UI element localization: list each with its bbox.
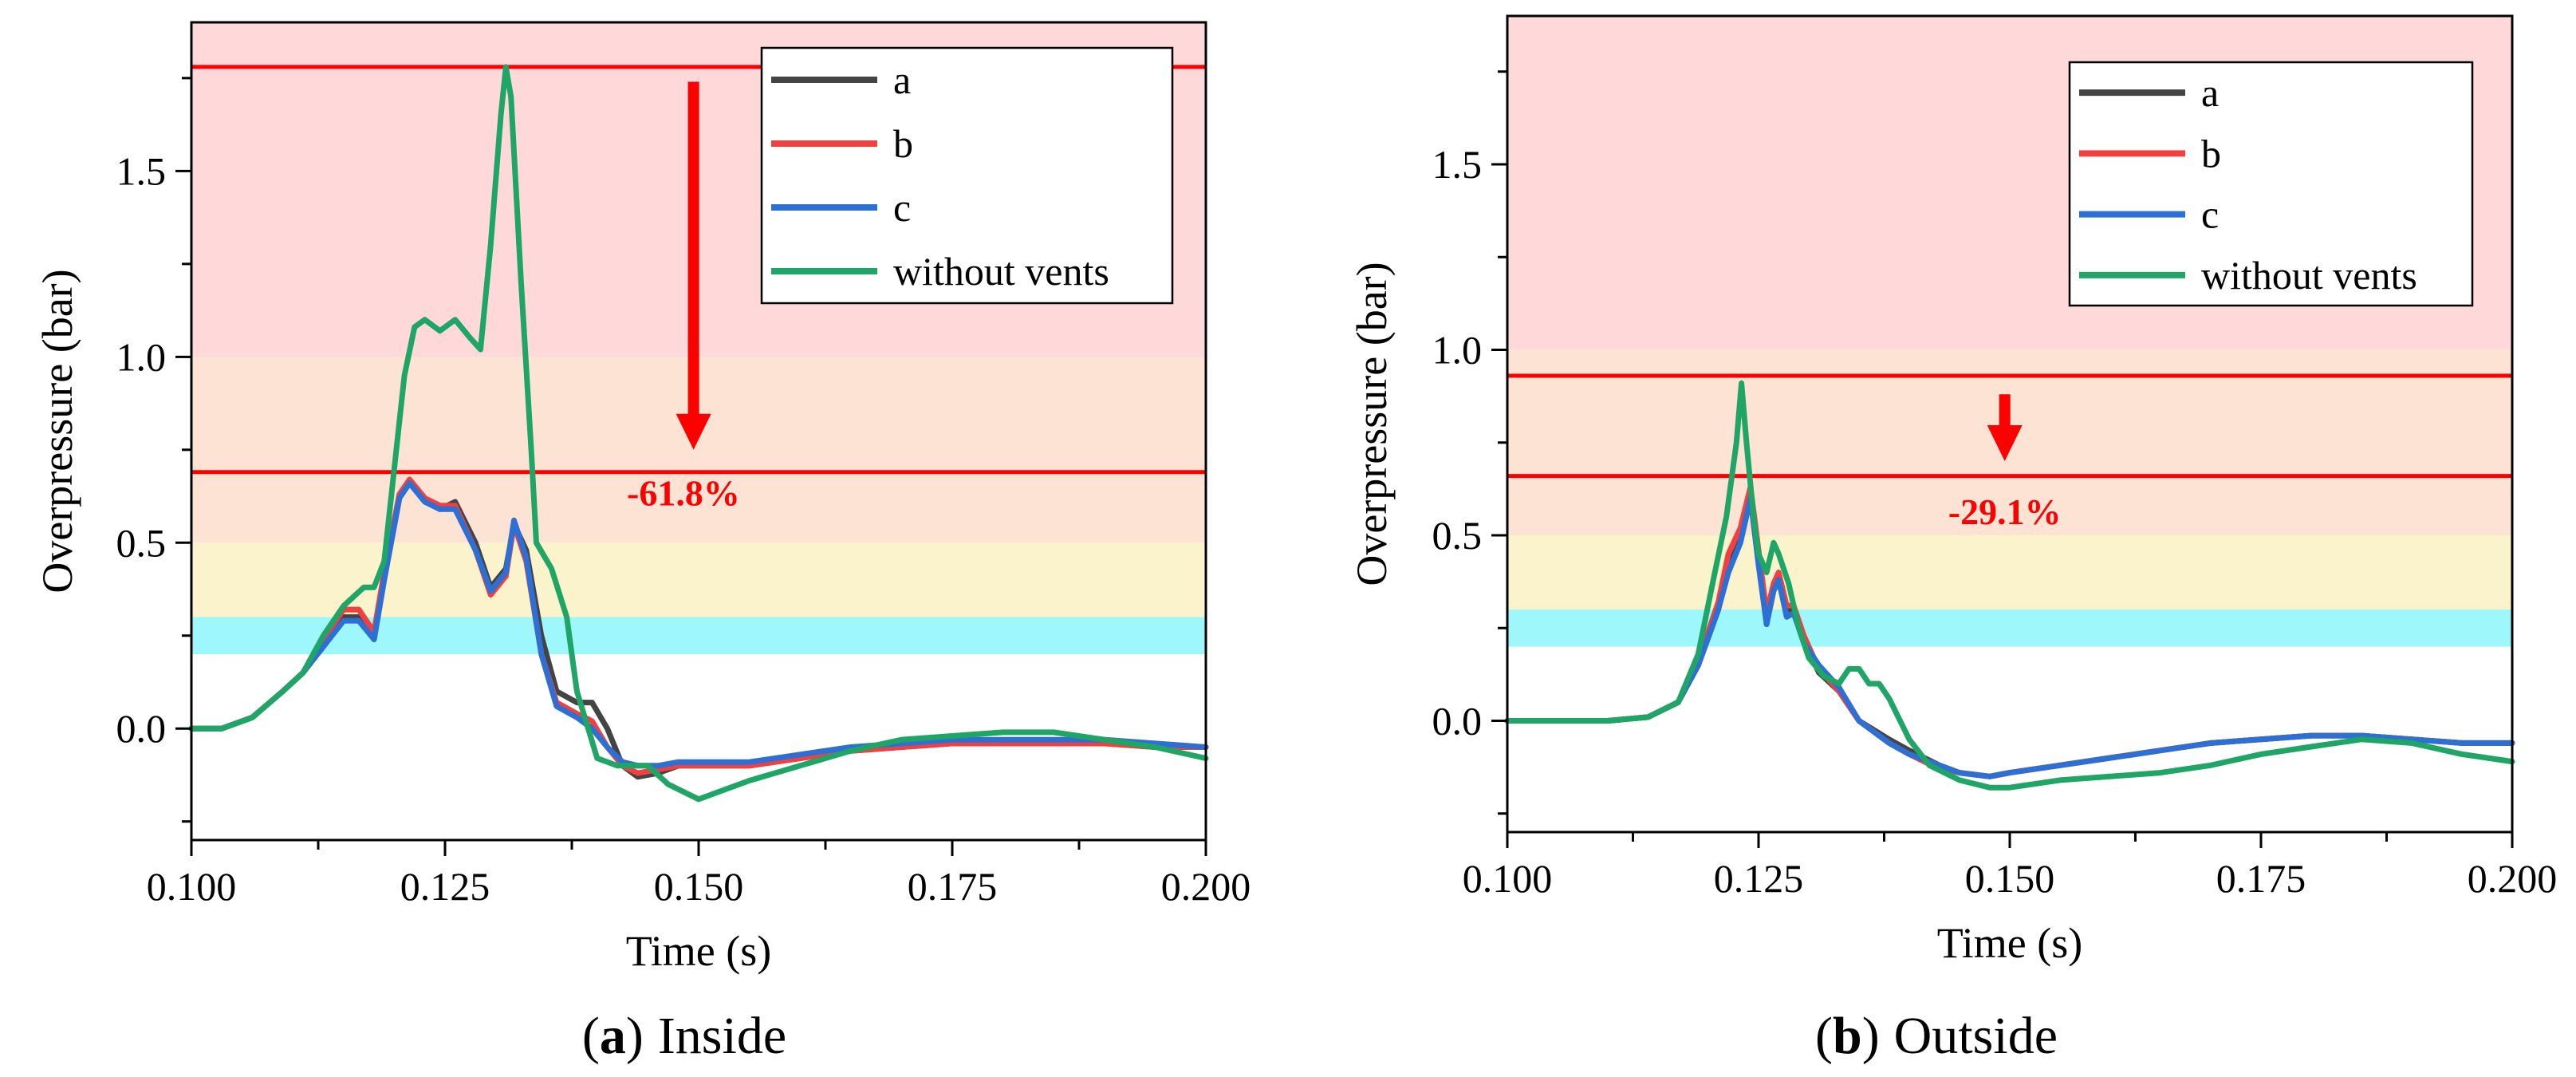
x-tick-label: 0.150: [654, 864, 744, 909]
panel-caption: (a) Inside: [582, 1007, 786, 1065]
legend-label-b: b: [2201, 131, 2221, 176]
legend: a b c without vents: [760, 46, 1174, 305]
x-tick-label: 0.125: [1714, 856, 1804, 901]
arrow-head: [1987, 425, 2023, 461]
y-axis-ticks: 0.0 0.5 1.0 1.5: [116, 77, 191, 823]
legend-box: [760, 46, 1174, 305]
series-lines: [1504, 380, 2515, 791]
panel-outside: 0.100 0.125 0.150 0.175 0.200 0.0 0.5 1.0 1.5 -…: [1348, 14, 2558, 1065]
caption-title: Inside: [658, 1007, 786, 1065]
y-tick-label: 1.0: [116, 334, 167, 379]
reference-lines: [1507, 373, 2512, 479]
y-tick-label: 0.0: [1432, 699, 1483, 744]
caption-close-paren: ): [626, 1007, 644, 1065]
legend-label-a: a: [893, 57, 911, 102]
caption-open-paren: (: [1815, 1007, 1833, 1065]
x-axis-label: Time (s): [626, 927, 772, 975]
reduction-arrow: [676, 81, 711, 450]
legend: a b c without vents: [2068, 61, 2474, 307]
series-line-without-vents: [1504, 380, 2515, 791]
caption-close-paren: ): [1862, 1007, 1880, 1065]
x-tick-label: 0.125: [400, 864, 490, 909]
x-tick-label: 0.175: [908, 864, 998, 909]
reduction-annotation: -29.1%: [1948, 491, 2062, 532]
caption-title: Outside: [1894, 1007, 2058, 1065]
legend-label-a: a: [2201, 70, 2219, 115]
y-tick-label: 1.5: [116, 148, 167, 193]
x-tick-label: 0.100: [147, 864, 237, 909]
arrow-head: [676, 413, 711, 450]
y-axis-label: Overpressure (bar): [33, 269, 81, 593]
caption-letter: b: [1833, 1007, 1862, 1065]
reduction-arrow: [1987, 394, 2023, 461]
y-axis-ticks: 0.0 0.5 1.0 1.5: [1432, 70, 1507, 815]
caption-open-paren: (: [582, 1007, 600, 1065]
reduction-annotation: -61.8%: [627, 473, 740, 514]
x-tick-label: 0.200: [2468, 856, 2558, 901]
series-lines: [188, 64, 1209, 803]
y-tick-label: 0.5: [1432, 513, 1483, 558]
y-tick-label: 1.5: [1432, 142, 1483, 187]
band-2: [191, 542, 1206, 617]
x-axis-ticks: 0.100 0.125 0.150 0.175 0.200: [147, 840, 1251, 909]
y-tick-label: 0.0: [116, 706, 167, 751]
legend-label-c: c: [893, 185, 911, 230]
series-line-without-vents: [188, 64, 1209, 803]
y-tick-label: 1.0: [1432, 328, 1483, 373]
legend-box: [2068, 61, 2474, 307]
x-axis-label: Time (s): [1937, 919, 2083, 967]
x-tick-label: 0.175: [2216, 856, 2306, 901]
x-tick-label: 0.100: [1463, 856, 1553, 901]
legend-label-b: b: [893, 121, 913, 166]
x-tick-label: 0.150: [1965, 856, 2055, 901]
band-2: [1507, 535, 2512, 610]
legend-label-without-vents: without vents: [893, 249, 1109, 294]
legend-label-c: c: [2201, 192, 2219, 237]
x-axis-ticks: 0.100 0.125 0.150 0.175 0.200: [1463, 832, 2558, 901]
y-axis-label: Overpressure (bar): [1348, 262, 1396, 586]
legend-label-without-vents: without vents: [2201, 253, 2417, 298]
y-tick-label: 0.5: [116, 520, 167, 565]
caption-letter: a: [600, 1007, 626, 1065]
panel-caption: (b) Outside: [1815, 1007, 2058, 1065]
band-3: [1507, 610, 2512, 647]
panel-inside: 0.100 0.125 0.150 0.175 0.200 0.0 0.5 1.0 1.5 -…: [33, 21, 1251, 1065]
x-tick-label: 0.200: [1161, 864, 1251, 909]
